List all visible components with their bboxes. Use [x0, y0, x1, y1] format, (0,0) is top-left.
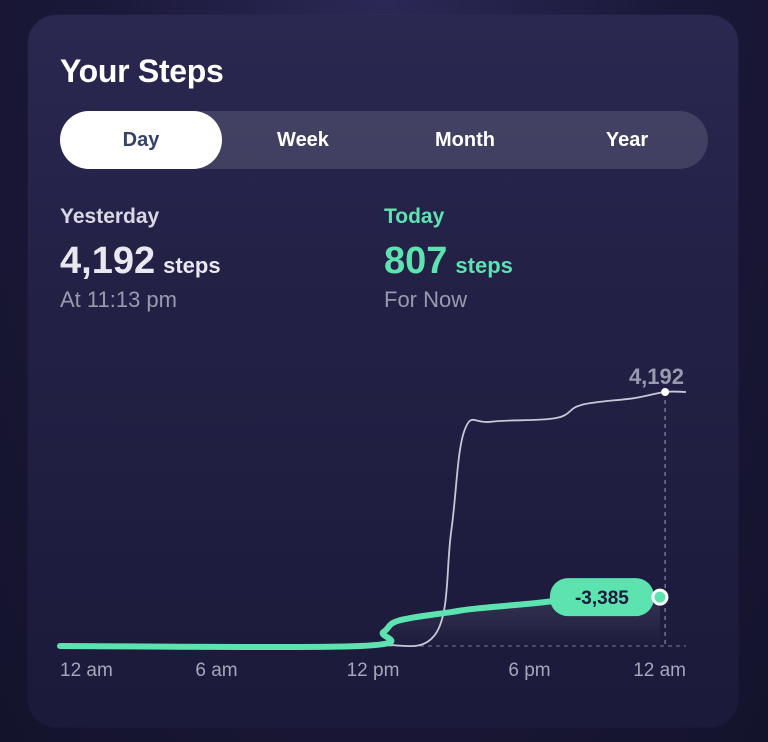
yesterday-end-dot	[661, 388, 670, 396]
x-axis-ticks: 12 am 6 am 12 pm 6 pm 12 am	[60, 660, 686, 681]
x-tick-label: 6 am	[195, 660, 237, 681]
diff-badge: -3,385	[549, 578, 654, 617]
today-status: For Now	[384, 287, 468, 312]
x-tick-label: 6 pm	[508, 660, 550, 681]
yesterday-steps: 4,192 steps	[60, 240, 221, 283]
period-tabs: Day Week Month Year	[60, 111, 708, 169]
page-title: Your Steps	[60, 53, 224, 89]
steps-card: Your Steps Day Week Month Year Yesterday…	[28, 15, 738, 727]
diff-badge-label: -3,385	[575, 588, 629, 609]
yesterday-max-label: 4,192	[629, 364, 684, 389]
today-steps-value: 807	[384, 240, 448, 282]
today-label: Today	[384, 205, 445, 228]
x-tick-label: 12 am	[60, 660, 113, 681]
today-steps: 807 steps	[384, 240, 513, 283]
x-tick-label: 12 pm	[347, 660, 400, 681]
tab-week[interactable]: Week	[277, 128, 329, 151]
yesterday-steps-value: 4,192	[60, 240, 156, 282]
tab-year[interactable]: Year	[605, 128, 649, 151]
tab-month[interactable]: Month	[435, 128, 495, 151]
diff-badge-bg	[549, 578, 654, 617]
steps-chart: 4,192 -3,385 12 am 6 am 12 pm 6 pm 12 am	[57, 364, 687, 681]
today-steps-unit: steps	[455, 253, 513, 278]
yesterday-label: Yesterday	[60, 205, 160, 228]
x-tick-label: 12 am	[633, 660, 686, 681]
yesterday-steps-unit: steps	[163, 253, 221, 278]
tab-day[interactable]: Day	[60, 111, 222, 169]
today-area	[60, 596, 660, 648]
today-end-dot	[651, 588, 669, 606]
yesterday-time: At 11:13 pm	[60, 287, 177, 312]
